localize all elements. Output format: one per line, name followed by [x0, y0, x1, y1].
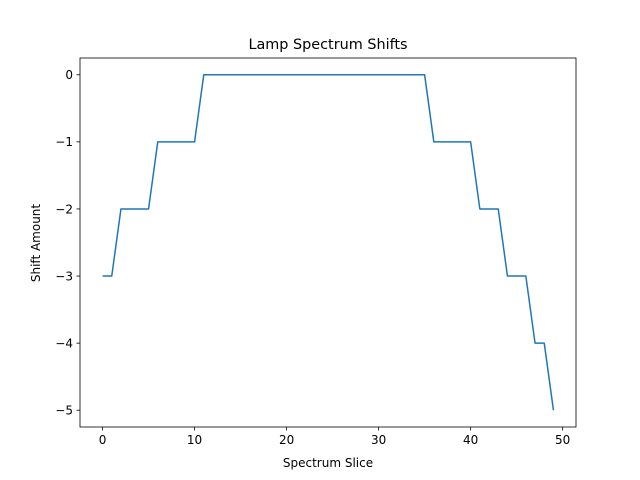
y-tick-label: −3: [55, 269, 73, 283]
chart-title: Lamp Spectrum Shifts: [248, 37, 407, 53]
series-line-0: [102, 74, 555, 411]
y-axis-label: Shift Amount: [29, 204, 43, 283]
y-tick-label: −4: [55, 336, 73, 350]
x-tick-label: 20: [279, 433, 294, 447]
x-tick-label: 30: [371, 433, 386, 447]
x-tick-label: 10: [187, 433, 202, 447]
y-axis: 0 −1 −2 −3 −4 −5: [55, 68, 80, 418]
y-tick-label: −5: [55, 404, 73, 418]
y-tick-label: −1: [55, 135, 73, 149]
y-tick-label: 0: [65, 68, 73, 82]
x-axis: 0 10 20 30 40 50: [99, 427, 570, 447]
x-tick-label: 50: [555, 433, 570, 447]
axes-frame: [79, 57, 577, 428]
x-tick-label: 0: [99, 433, 107, 447]
x-axis-label: Spectrum Slice: [283, 456, 373, 470]
plot-area: [102, 74, 555, 411]
x-tick-label: 40: [463, 433, 478, 447]
y-tick-label: −2: [55, 202, 73, 216]
